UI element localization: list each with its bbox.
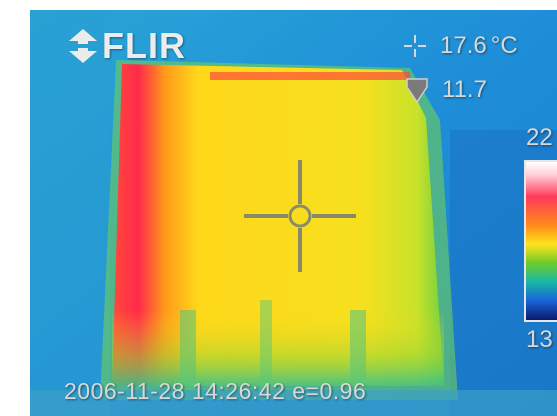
timestamp-emissivity-text: 2006-11-28 14:26:42 e=0.96 bbox=[64, 378, 367, 404]
temperature-unit: °C bbox=[490, 32, 518, 59]
leg-mid bbox=[260, 300, 272, 400]
flir-logo-icon bbox=[69, 29, 97, 63]
thermal-image-frame: FLIR 17.6 °C 11.7 22 13 2006-11-28 14:26… bbox=[30, 10, 557, 416]
panel-top-stripe bbox=[210, 72, 410, 80]
panel-bottom-fade bbox=[112, 310, 444, 386]
spot-temperature-value: 17.6 bbox=[440, 32, 487, 59]
min-marker-icon bbox=[406, 78, 428, 103]
background-left-shade bbox=[30, 10, 110, 416]
warm-panel bbox=[112, 64, 444, 386]
leg-left bbox=[180, 310, 196, 400]
scale-min-label: 13 bbox=[526, 326, 553, 353]
floor-band bbox=[30, 390, 557, 416]
spot-crosshair-icon bbox=[244, 160, 356, 272]
leg-right bbox=[350, 310, 366, 400]
color-scale-bar bbox=[524, 160, 557, 322]
scale-max-label: 22 bbox=[526, 124, 553, 151]
min-temperature-value: 11.7 bbox=[442, 76, 487, 103]
brand-name: FLIR bbox=[102, 25, 186, 66]
thermal-image bbox=[30, 10, 557, 416]
spot-temperature-readout: 17.6 °C bbox=[404, 32, 518, 60]
min-temperature-readout: 11.7 bbox=[406, 76, 487, 104]
flir-logo: FLIR bbox=[68, 25, 186, 66]
crosshair-icon bbox=[404, 35, 426, 57]
